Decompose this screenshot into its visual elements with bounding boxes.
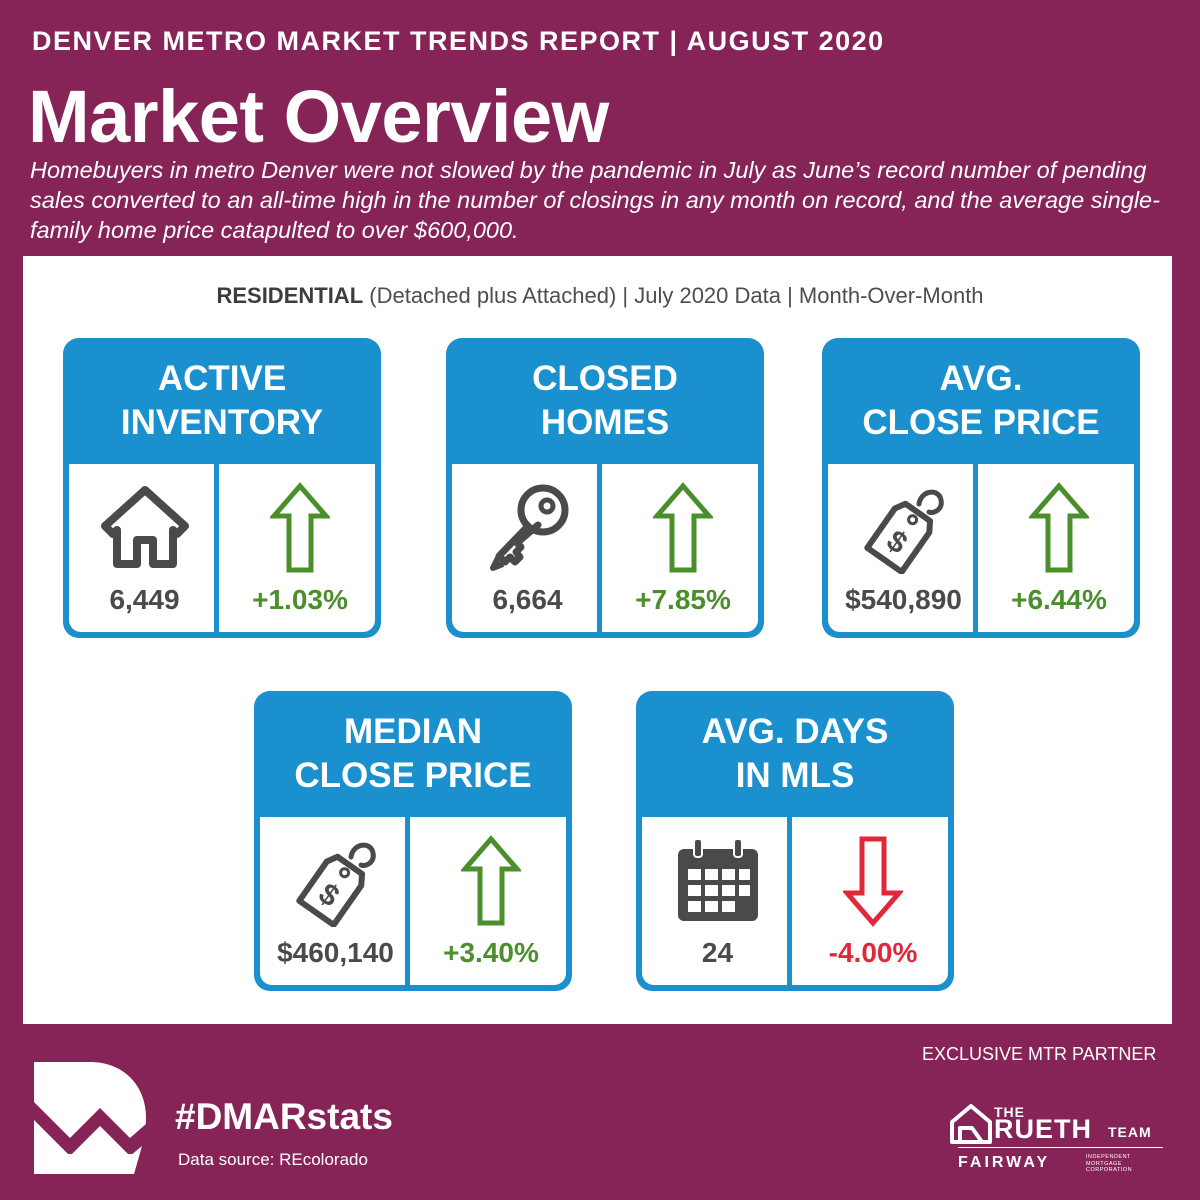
arrow-up-icon	[461, 835, 521, 926]
card-active-inventory: ACTIVE INVENTORY 6,449 +1.03%	[63, 338, 381, 638]
partner-company: FAIRWAY	[958, 1154, 1051, 1171]
card-title-line: IN MLS	[735, 756, 855, 795]
card-title-line: ACTIVE	[157, 359, 287, 398]
card-value: 24	[701, 937, 734, 968]
card-body: 6,664 +7.85%	[452, 464, 758, 632]
card-title-line: CLOSE PRICE	[294, 756, 532, 795]
card-change: +7.85%	[635, 584, 731, 615]
card-title-line: AVG.	[939, 359, 1023, 398]
card-title-line: AVG. DAYS	[701, 712, 889, 751]
page-title: Market Overview	[28, 75, 609, 158]
card-divider	[787, 817, 792, 985]
card-value: $540,890	[845, 584, 962, 615]
arrow-up-icon	[270, 482, 330, 573]
arrow-down-icon	[843, 836, 903, 927]
hashtag: #DMARstats	[175, 1096, 393, 1137]
card-title: ACTIVE INVENTORY	[63, 338, 381, 464]
subtitle-rest: (Detached plus Attached) | July 2020 Dat…	[363, 283, 984, 308]
dmar-logo-icon	[34, 1062, 146, 1174]
partner-logo: THE RUETH TEAM FAIRWAY INDEPENDENT MORTG…	[946, 1098, 1176, 1184]
card-change: +6.44%	[1011, 584, 1107, 615]
price-tag-icon: $	[863, 489, 944, 574]
arrow-up-icon	[653, 482, 713, 573]
card-value: 6,664	[492, 584, 563, 615]
card-body: 6,449 +1.03%	[69, 464, 375, 632]
subtitle-bold: RESIDENTIAL	[216, 283, 364, 308]
house-icon	[100, 486, 189, 568]
partner-company-sub: INDEPENDENT MORTGAGE CORPORATION	[1086, 1154, 1133, 1173]
card-title: MEDIAN CLOSE PRICE	[254, 691, 572, 817]
panel-subtitle: RESIDENTIAL (Detached plus Attached) | J…	[0, 283, 1200, 309]
card-avg-days-in-mls: AVG. DAYS IN MLS 24	[636, 691, 954, 991]
card-median-close-price: MEDIAN CLOSE PRICE $ $460,140 +3.40%	[254, 691, 572, 991]
svg-text:$: $	[312, 877, 345, 914]
house-outline-icon	[950, 1104, 992, 1144]
card-change-cell: +6.44%	[984, 464, 1134, 632]
card-title: AVG. DAYS IN MLS	[636, 691, 954, 817]
card-change-cell: -4.00%	[798, 817, 948, 985]
partner-name: RUETH	[994, 1114, 1092, 1144]
card-divider	[405, 817, 410, 985]
calendar-icon	[677, 838, 758, 921]
partner-label: EXCLUSIVE MTR PARTNER	[922, 1044, 1157, 1064]
card-change: -4.00%	[828, 937, 918, 968]
key-icon	[489, 484, 568, 571]
card-value-cell: $ $540,890	[828, 464, 979, 632]
price-tag-icon: $	[295, 842, 376, 927]
card-title: AVG. CLOSE PRICE	[822, 338, 1140, 464]
card-title-line: CLOSE PRICE	[862, 403, 1100, 442]
card-change-cell: +7.85%	[608, 464, 758, 632]
card-divider	[597, 464, 602, 632]
card-value-cell: 6,449	[69, 464, 220, 632]
arrow-up-icon	[1029, 482, 1089, 573]
card-value-cell: 6,664	[452, 464, 603, 632]
card-change-cell: +1.03%	[225, 464, 375, 632]
card-title-line: HOMES	[540, 403, 670, 442]
partner-team: TEAM	[1108, 1124, 1152, 1140]
card-avg-close-price: AVG. CLOSE PRICE $ $540,890 +6.44%	[822, 338, 1140, 638]
card-divider	[973, 464, 978, 632]
card-body: $ $460,140 +3.40%	[260, 817, 566, 985]
card-body: 24 -4.00%	[642, 817, 948, 985]
card-value: $460,140	[277, 937, 394, 968]
card-change-cell: +3.40%	[416, 817, 566, 985]
card-value: 6,449	[109, 584, 180, 615]
card-change: +3.40%	[443, 937, 539, 968]
svg-text:$: $	[880, 524, 913, 561]
report-title: DENVER METRO MARKET TRENDS REPORT | AUGU…	[32, 26, 885, 56]
partner-divider	[958, 1147, 1163, 1148]
card-title-line: MEDIAN	[343, 712, 483, 751]
intro-text: Homebuyers in metro Denver were not slow…	[30, 157, 1160, 243]
card-value-cell: 24	[642, 817, 793, 985]
card-title: CLOSED HOMES	[446, 338, 764, 464]
card-closed-homes: CLOSED HOMES 6,664 +7.85%	[446, 338, 764, 638]
card-divider	[214, 464, 219, 632]
card-change: +1.03%	[252, 584, 348, 615]
card-body: $ $540,890 +6.44%	[828, 464, 1134, 632]
card-title-line: INVENTORY	[120, 403, 324, 442]
card-title-line: CLOSED	[532, 359, 678, 398]
partner-the: THE	[994, 1104, 1025, 1120]
data-source: Data source: REcolorado	[178, 1150, 368, 1169]
card-value-cell: $ $460,140	[260, 817, 411, 985]
